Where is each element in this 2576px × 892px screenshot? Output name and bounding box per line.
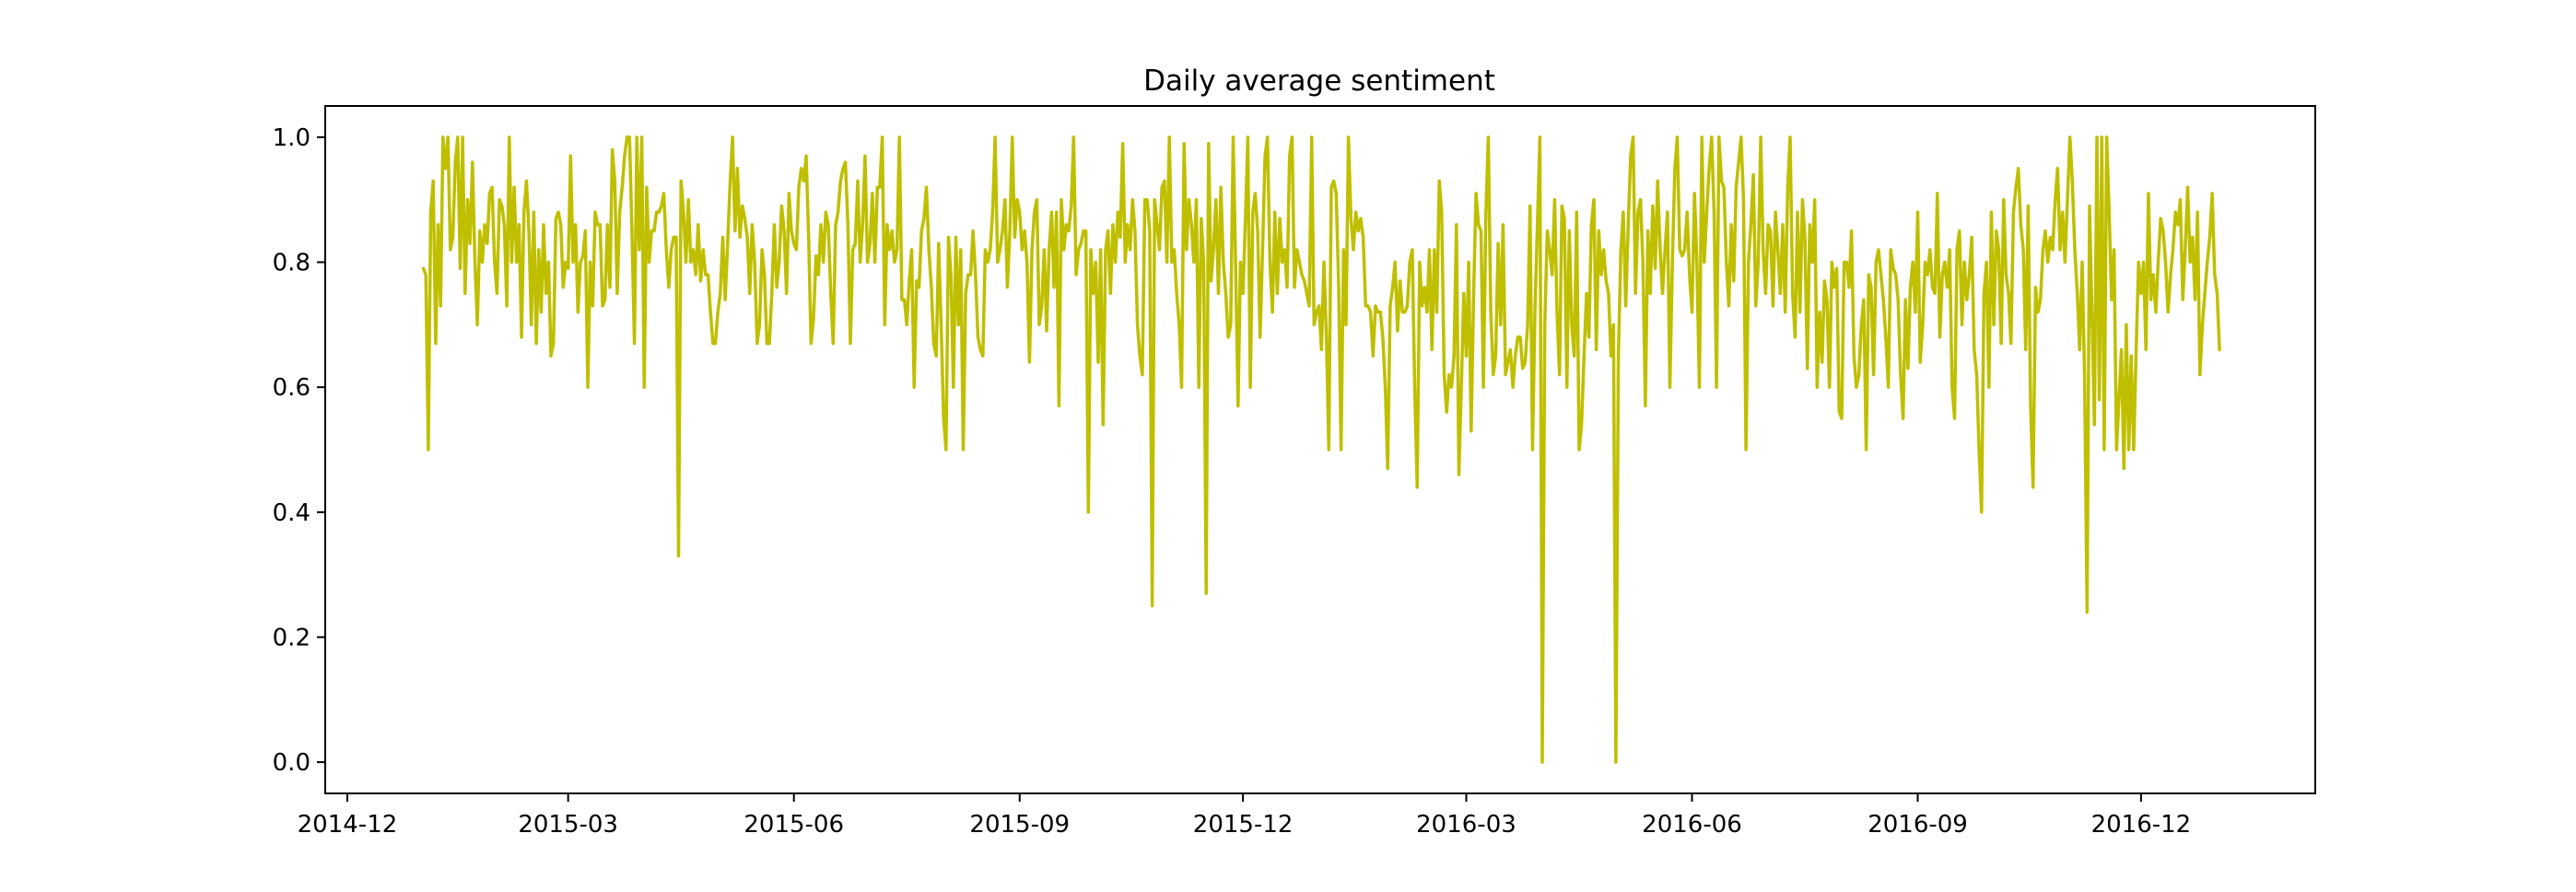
x-tick-label: 2016-06 — [1642, 811, 1742, 839]
x-axis: 2014-12 2015-03 2015-06 2015-09 2015-12 2016-… — [298, 793, 2192, 839]
x-tick-label: 2016-12 — [2091, 811, 2192, 839]
series-line — [421, 135, 2221, 764]
y-tick-label: 1.0 — [273, 124, 310, 152]
plot-area — [421, 135, 2221, 764]
x-tick-label: 2015-12 — [1193, 811, 1294, 839]
x-tick-label: 2015-03 — [518, 811, 618, 839]
x-tick-label: 2016-09 — [1868, 811, 1968, 839]
x-tick-label: 2015-09 — [969, 811, 1070, 839]
y-tick-label: 0.8 — [273, 250, 310, 277]
y-tick-label: 0.4 — [273, 499, 310, 527]
chart-title: Daily average sentiment — [1143, 65, 1495, 98]
x-tick-label: 2016-03 — [1416, 811, 1516, 839]
y-tick-label: 0.6 — [273, 374, 310, 402]
y-tick-label: 0.2 — [273, 624, 310, 651]
y-tick-label: 0.0 — [273, 749, 310, 777]
x-tick-label: 2014-12 — [298, 811, 398, 839]
axes-frame — [324, 105, 2316, 794]
y-axis: 0.0 0.2 0.4 0.6 0.8 1.0 — [273, 124, 325, 777]
x-tick-label: 2015-06 — [744, 811, 844, 839]
